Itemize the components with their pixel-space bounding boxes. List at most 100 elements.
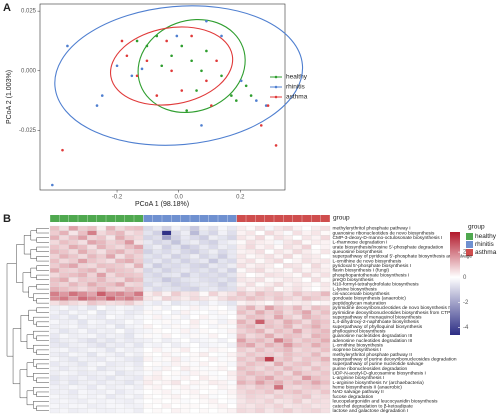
heatmap-cell	[264, 239, 275, 245]
dendrogram-branch	[36, 246, 49, 252]
heatmap-cell	[273, 225, 284, 231]
heatmap-cell	[283, 347, 293, 353]
heatmap-cell	[273, 244, 284, 250]
heatmap-cell	[311, 324, 321, 329]
heatmap-cell	[217, 300, 228, 306]
heatmap-cell	[320, 352, 331, 358]
heatmap-cell	[59, 310, 69, 315]
heatmap-cell	[68, 328, 79, 334]
heatmap-cell	[59, 296, 69, 301]
heatmap-cell	[115, 347, 125, 353]
point	[180, 44, 184, 48]
heatmap-cell	[311, 310, 321, 315]
heatmap-cell	[292, 310, 303, 315]
heatmap-cell	[189, 305, 200, 311]
heatmap-cell	[152, 272, 163, 278]
heatmap-cell	[68, 267, 79, 273]
heatmap-cell	[161, 277, 172, 283]
heatmap-cell	[77, 384, 88, 390]
heatmap-cell	[208, 244, 219, 250]
heatmap-cell	[227, 277, 237, 283]
heatmap-cell	[292, 352, 303, 358]
heatmap-cell	[124, 239, 135, 245]
heatmap-cell	[208, 352, 219, 358]
heatmap-cell	[180, 338, 191, 344]
heatmap-cell	[255, 342, 265, 348]
heatmap-cell	[77, 328, 88, 334]
heatmap-cell	[199, 398, 209, 404]
point	[205, 49, 208, 53]
heatmap-cell	[143, 398, 153, 404]
heatmap-cell	[152, 235, 163, 241]
heatmap-cell	[236, 286, 247, 292]
heatmap-cell	[143, 403, 153, 409]
heatmap-cell	[217, 239, 228, 245]
heatmap-cell	[273, 398, 284, 404]
heatmap-cell	[180, 291, 191, 297]
heatmap-cell	[161, 338, 172, 344]
heatmap-cell	[171, 356, 181, 362]
heatmap-cell	[171, 296, 181, 301]
heatmap-cell	[87, 324, 97, 329]
legend-key	[274, 95, 278, 99]
legend-title: group	[468, 224, 485, 231]
dendrogram-branch	[26, 390, 34, 406]
heatmap-cell	[87, 272, 97, 278]
heatmap-cell	[199, 235, 209, 241]
heatmap-cell	[227, 258, 237, 264]
heatmap-cell	[180, 296, 191, 301]
heatmap-cell	[152, 305, 163, 311]
heatmap-cell	[189, 380, 200, 386]
heatmap-cell	[301, 230, 312, 236]
heatmap-cell	[105, 253, 116, 259]
heatmap-cell	[245, 370, 256, 376]
heatmap-cell	[273, 230, 284, 236]
heatmap-cell	[217, 398, 228, 404]
heatmap-cell	[161, 403, 172, 409]
heatmap-cell	[255, 235, 265, 241]
heatmap-cell	[77, 338, 88, 344]
legend-label: rhinitis	[286, 84, 306, 91]
heatmap-cell	[227, 394, 237, 400]
heatmap-cell	[245, 408, 256, 414]
heatmap-cell	[115, 389, 125, 395]
confidence-ellipse	[109, 26, 234, 106]
heatmap-cell	[311, 286, 321, 292]
heatmap-cell	[217, 352, 228, 358]
heatmap-cell	[245, 263, 256, 269]
heatmap-cell	[105, 370, 116, 376]
heatmap-cell	[49, 258, 60, 264]
heatmap-cell	[59, 267, 69, 273]
heatmap-cell	[199, 328, 209, 334]
heatmap-cell	[59, 244, 69, 250]
heatmap-cell	[320, 338, 331, 344]
heatmap-cell	[152, 225, 163, 231]
dendrogram-branch	[30, 267, 37, 278]
heatmap-cell	[133, 244, 144, 250]
heatmap-cell	[292, 253, 303, 259]
heatmap-cell	[301, 305, 312, 311]
heatmap-cell	[227, 230, 237, 236]
heatmap-cell	[180, 333, 191, 339]
heatmap-cell	[49, 225, 60, 231]
heatmap-cell	[87, 403, 97, 409]
heatmap-cell	[49, 366, 60, 372]
heatmap-cell	[301, 225, 312, 231]
colorbar-tick-label: -2	[463, 300, 469, 306]
heatmap-cell	[143, 361, 153, 367]
heatmap-cell	[264, 314, 275, 320]
heatmap-cell	[320, 333, 331, 339]
heatmap-cell	[161, 380, 172, 386]
heatmap-cell	[152, 319, 163, 325]
heatmap-cell	[283, 328, 293, 334]
heatmap-cell	[227, 338, 237, 344]
heatmap-cell	[199, 286, 209, 292]
heatmap-cell	[133, 272, 144, 278]
heatmap-cell	[236, 380, 247, 386]
heatmap-cell	[87, 319, 97, 325]
heatmap-cell	[227, 286, 237, 292]
heatmap-cell	[115, 366, 125, 372]
heatmap-cell	[273, 319, 284, 325]
heatmap-cell	[143, 291, 153, 297]
heatmap-cell	[115, 249, 125, 255]
